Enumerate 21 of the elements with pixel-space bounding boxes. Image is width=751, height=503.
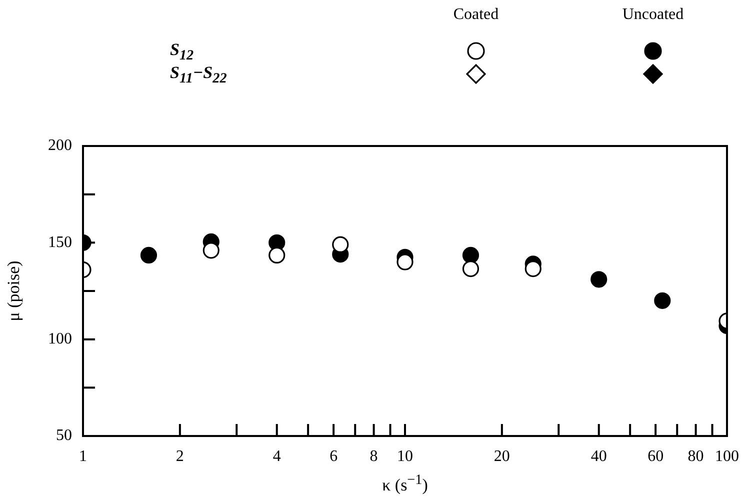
text: Uncoated (622, 6, 684, 24)
x-tick-label: 6 (330, 448, 338, 465)
x-axis-title: κ (s$^{−1}$) (382, 472, 428, 496)
x-tick-label: 10 (397, 448, 413, 465)
text: Coated (453, 6, 499, 24)
x-tick-label: 20 (494, 448, 510, 465)
x-tick-label: 60 (648, 448, 664, 465)
x-tick-label: 1 (79, 448, 87, 465)
text: S$_{11}$−S$_{22}$ (170, 63, 227, 88)
x-tick-label: 100 (715, 448, 739, 465)
x-tick-label: 8 (370, 448, 378, 465)
x-tick-label: 4 (272, 448, 281, 465)
y-axis-title: μ (poise) (4, 260, 24, 322)
x-tick-label: 2 (176, 448, 184, 465)
x-tick-label: 80 (688, 448, 704, 465)
text: S$_{12}$ (170, 40, 194, 64)
y-tick-label: 200 (48, 137, 72, 154)
x-tick-label: 40 (590, 448, 607, 465)
y-tick-label: 100 (48, 330, 72, 348)
y-tick-label: 150 (48, 234, 72, 251)
y-tick-label: 50 (56, 427, 72, 444)
